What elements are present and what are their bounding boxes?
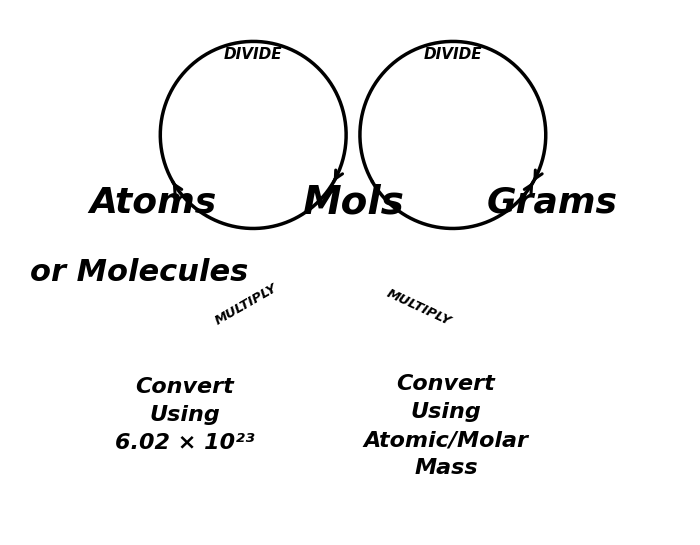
Text: or Molecules: or Molecules (31, 258, 248, 287)
Text: DIVIDE: DIVIDE (224, 46, 283, 62)
Text: Convert
Using
Atomic/Molar
Mass: Convert Using Atomic/Molar Mass (363, 374, 528, 479)
Text: Atoms: Atoms (90, 185, 217, 220)
Text: DIVIDE: DIVIDE (424, 46, 482, 62)
Text: MULTIPLY: MULTIPLY (384, 287, 453, 328)
Text: Convert
Using
6.02 × 10²³: Convert Using 6.02 × 10²³ (115, 378, 254, 453)
Text: Grams: Grams (487, 185, 618, 220)
Text: MULTIPLY: MULTIPLY (213, 282, 280, 328)
Text: Mols: Mols (302, 183, 404, 221)
